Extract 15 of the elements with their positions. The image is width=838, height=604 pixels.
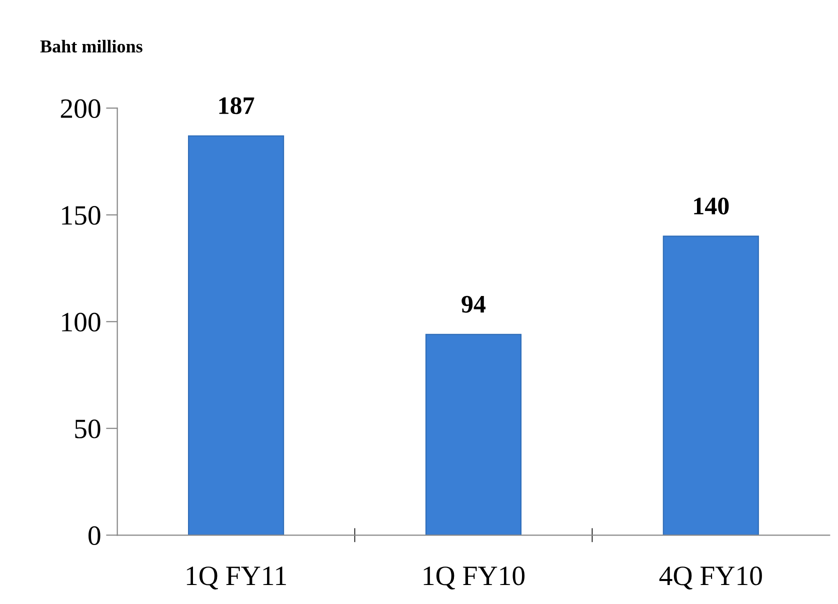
y-tick-label: 0 [88,526,100,546]
data-label: 187 [219,97,254,114]
y-tick-label: 200 [60,99,100,118]
data-label: 94 [462,296,486,313]
bar [662,236,759,536]
x-tick-label: 4Q FY10 [659,566,762,590]
y-tick-label: 50 [75,420,100,438]
y-axis-title: Baht millions [40,40,142,53]
bar [425,334,522,536]
y-tick-label: 100 [62,312,100,332]
x-tick-label: 1Q FY10 [424,566,524,590]
bar [188,135,284,536]
data-label: 140 [694,198,729,214]
x-tick-label: 1Q FY11 [186,566,286,590]
y-tick-label: 150 [62,206,100,225]
